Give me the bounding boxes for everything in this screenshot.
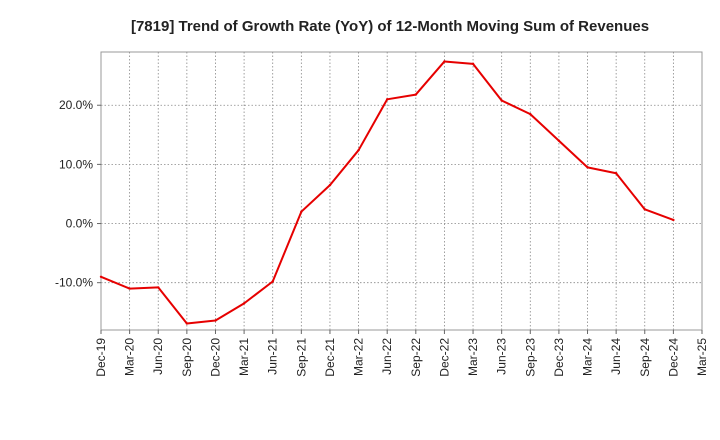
data-point xyxy=(214,319,217,322)
series-layer xyxy=(99,60,675,325)
x-tick-label: Jun-24 xyxy=(609,338,623,375)
x-tick-label: Dec-24 xyxy=(666,338,680,377)
x-tick-label: Jun-21 xyxy=(266,338,280,375)
x-tick-label: Sep-24 xyxy=(638,338,652,377)
x-tick-label: Jun-22 xyxy=(380,338,394,375)
grid-lines xyxy=(101,52,702,330)
plot-area xyxy=(100,51,703,331)
y-tick-label: 0.0% xyxy=(66,217,94,231)
y-tick-label: -10.0% xyxy=(55,276,93,290)
x-tick-label: Dec-22 xyxy=(437,338,451,377)
x-tick-label: Dec-20 xyxy=(208,338,222,377)
chart-title: [7819] Trend of Growth Rate (YoY) of 12-… xyxy=(131,18,649,35)
x-tick-label: Sep-21 xyxy=(294,338,308,377)
data-point xyxy=(157,286,160,289)
x-tick-label: Sep-23 xyxy=(523,338,537,377)
x-tick-label: Mar-23 xyxy=(466,338,480,376)
data-point xyxy=(471,62,475,66)
x-tick-label: Mar-25 xyxy=(695,338,709,376)
x-tick-label: Dec-21 xyxy=(323,338,337,377)
x-axis: Dec-19 Mar-20 Jun-20 Sep-20 Dec-20 Mar-21 Jun-… xyxy=(94,330,709,377)
data-point xyxy=(271,280,274,283)
y-tick-label: 20.0% xyxy=(59,98,93,112)
data-point xyxy=(443,60,446,63)
data-point xyxy=(643,208,646,211)
x-tick-label: Dec-19 xyxy=(94,338,108,377)
data-point xyxy=(128,287,131,290)
y-tick-label: 10.0% xyxy=(59,157,93,171)
data-point xyxy=(500,99,503,102)
x-tick-label: Mar-24 xyxy=(581,338,595,376)
x-tick-label: Sep-20 xyxy=(180,338,194,377)
x-tick-label: Mar-22 xyxy=(352,338,366,376)
data-point xyxy=(672,218,675,222)
data-point xyxy=(242,302,246,305)
x-tick-label: Jun-23 xyxy=(495,338,509,375)
data-point xyxy=(300,210,303,213)
data-point xyxy=(614,172,618,175)
data-point xyxy=(357,148,360,152)
data-point xyxy=(99,275,103,278)
x-tick-label: Dec-23 xyxy=(552,338,566,377)
data-point xyxy=(385,98,389,101)
data-point xyxy=(414,93,418,96)
x-tick-label: Mar-20 xyxy=(123,338,137,376)
data-point xyxy=(586,166,589,169)
data-point xyxy=(529,112,532,116)
x-tick-label: Jun-20 xyxy=(151,338,165,375)
data-point xyxy=(557,139,561,142)
x-tick-label: Sep-22 xyxy=(409,338,423,377)
data-point xyxy=(185,322,189,325)
x-tick-label: Mar-21 xyxy=(237,338,251,376)
data-point xyxy=(328,183,332,187)
y-axis: -10.0% 0.0% 10.0% 20.0% xyxy=(55,98,101,290)
